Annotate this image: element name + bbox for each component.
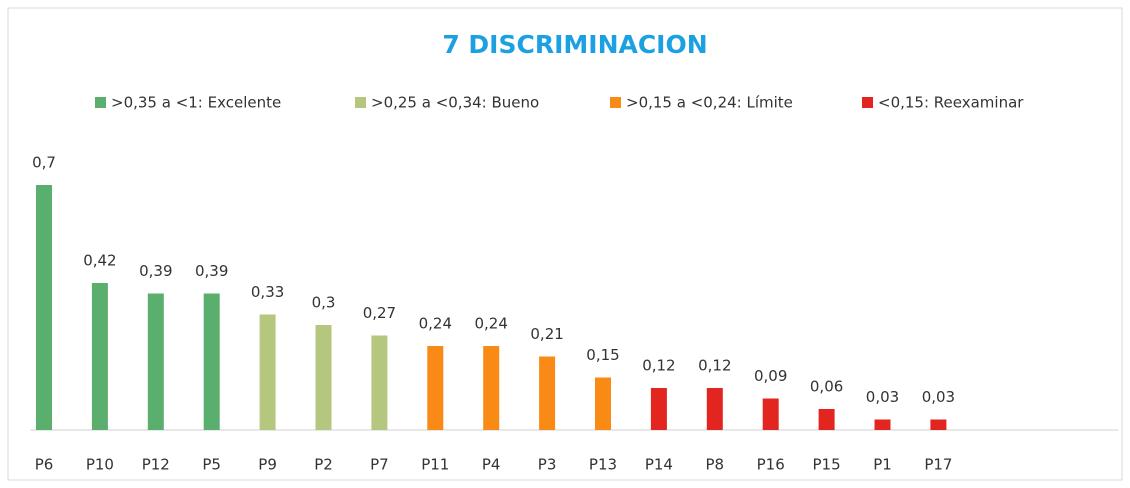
x-tick-label: P10: [86, 456, 114, 474]
bar: [315, 325, 332, 430]
bar: [595, 377, 611, 430]
chart-title: 7 DISCRIMINACION: [442, 30, 707, 59]
bar: [36, 185, 52, 430]
x-tick-label: P12: [142, 456, 170, 474]
legend-label: >0,25 a <0,34: Bueno: [371, 94, 539, 112]
x-tick-label: P1: [873, 456, 892, 474]
data-label: 0,27: [363, 304, 396, 322]
bar: [371, 335, 388, 430]
data-label: 0,06: [810, 378, 843, 396]
x-tick-label: P8: [706, 456, 725, 474]
data-label: 0,7: [32, 154, 56, 172]
x-tick-label: P7: [370, 456, 389, 474]
bar: [650, 388, 667, 430]
data-label: 0,03: [922, 388, 955, 406]
legend-label: <0,15: Reexaminar: [878, 94, 1024, 112]
data-label: 0,3: [312, 294, 336, 312]
x-tick-label: P15: [813, 456, 841, 474]
x-tick-label: P4: [482, 456, 501, 474]
bar: [930, 419, 947, 430]
x-tick-label: P14: [645, 456, 673, 474]
data-label: 0,12: [698, 357, 731, 375]
data-label: 0,33: [251, 283, 284, 301]
bar: [874, 419, 891, 430]
bar: [539, 356, 556, 430]
data-label: 0,39: [139, 262, 172, 280]
bar: [483, 346, 500, 430]
data-label: 0,09: [754, 367, 787, 385]
data-label: 0,21: [530, 325, 563, 343]
x-tick-label: P11: [421, 456, 449, 474]
legend-label: >0,15 a <0,24: Límite: [626, 94, 793, 112]
x-tick-label: P3: [538, 456, 557, 474]
bar: [259, 314, 276, 430]
bar: [91, 283, 108, 430]
bar: [818, 409, 835, 430]
legend-label: >0,35 a <1: Excelente: [111, 94, 281, 112]
chart-border: [7, 7, 1123, 481]
bar: [203, 293, 220, 430]
x-tick-label: P16: [757, 456, 785, 474]
x-tick-label: P5: [202, 456, 221, 474]
data-label: 0,03: [866, 388, 899, 406]
legend-swatch: [355, 97, 366, 108]
bar: [427, 346, 444, 430]
x-tick-label: P9: [258, 456, 277, 474]
bar: [762, 398, 779, 430]
bar: [147, 293, 164, 430]
legend-swatch: [95, 97, 106, 108]
x-tick-label: P6: [35, 456, 54, 474]
data-label: 0,12: [642, 357, 675, 375]
data-label: 0,15: [586, 346, 619, 364]
x-tick-label: P13: [589, 456, 617, 474]
legend-swatch: [862, 97, 873, 108]
legend-swatch: [610, 97, 621, 108]
data-label: 0,42: [83, 252, 116, 270]
bar: [706, 388, 723, 430]
x-tick-label: P2: [314, 456, 333, 474]
data-label: 0,24: [474, 315, 507, 333]
data-label: 0,39: [195, 262, 228, 280]
x-tick-label: P17: [924, 456, 952, 474]
data-label: 0,24: [419, 315, 452, 333]
